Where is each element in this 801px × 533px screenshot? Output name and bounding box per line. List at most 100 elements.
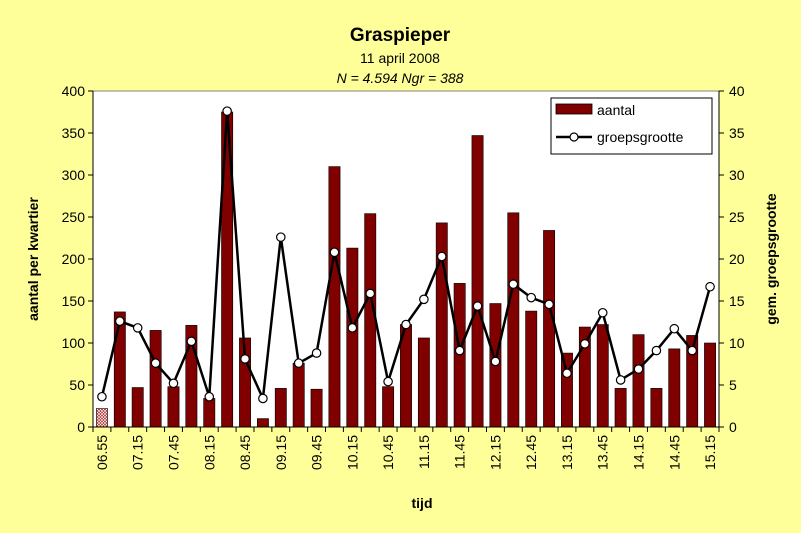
- point-07.45: [168, 378, 179, 389]
- point-08.30: [222, 106, 232, 116]
- point-13.30: [580, 339, 590, 349]
- bar-10.15: [346, 247, 359, 428]
- bar-14.15: [632, 334, 645, 428]
- point-09.30: [293, 358, 304, 368]
- legend: aantal groepsgrootte: [550, 97, 713, 155]
- y-tick-label: 0: [77, 419, 85, 435]
- bar-06.55: [96, 408, 108, 428]
- point-08.00: [186, 336, 197, 347]
- point-13.00: [544, 299, 554, 310]
- x-tick-label: 12.15: [487, 435, 503, 470]
- x-tick-label: 13.45: [595, 435, 611, 470]
- x-tick-label: 11.15: [416, 435, 432, 469]
- bar-09.15: [274, 388, 287, 428]
- legend-label-aantal: aantal: [597, 102, 635, 118]
- bar-07.30: [149, 330, 162, 428]
- point-15.15: [705, 281, 715, 292]
- point-10.30: [365, 288, 376, 299]
- bar-12.30: [507, 212, 520, 428]
- bar-10.45: [382, 386, 395, 428]
- bar-13.00: [543, 230, 556, 428]
- point-11.30: [436, 251, 447, 262]
- point-14.15: [633, 364, 644, 374]
- x-tick-label: 13.15: [559, 435, 575, 470]
- y-tick-label: 350: [62, 125, 86, 141]
- bar-10.30: [364, 213, 377, 428]
- point-08.15: [204, 391, 215, 402]
- y-tick-label: 150: [62, 293, 86, 309]
- x-tick-label: 09.45: [309, 435, 325, 470]
- x-tick-label: 07.15: [130, 435, 146, 470]
- point-10.15: [347, 323, 358, 333]
- legend-marker-groepsgrootte: [569, 132, 579, 142]
- x-tick-label: 12.45: [523, 435, 539, 470]
- y2-tick-label: 30: [729, 167, 745, 183]
- bar-09.30: [292, 362, 305, 428]
- point-11.00: [401, 319, 411, 330]
- x-tick-label: 07.45: [165, 435, 181, 470]
- x-tick-label: 10.45: [380, 435, 396, 470]
- x-tick-label: 06.55: [94, 435, 110, 470]
- bar-07.00: [113, 311, 126, 428]
- legend-swatch-aantal: [555, 103, 593, 115]
- point-11.15: [419, 294, 429, 305]
- chart-title: Graspieper: [350, 25, 451, 46]
- line-group: [97, 106, 715, 404]
- x-tick-label: 14.15: [631, 435, 647, 470]
- y2-tick-label: 0: [729, 419, 737, 435]
- bar-13.45: [596, 324, 609, 428]
- point-07.00: [115, 316, 125, 326]
- x-tick-label: 15.15: [702, 435, 718, 470]
- point-09.15: [275, 232, 286, 242]
- y-tick-label: 250: [62, 209, 86, 225]
- y-tick-label: 100: [62, 335, 86, 351]
- point-12.15: [490, 356, 501, 367]
- y2-tick-label: 15: [729, 293, 745, 309]
- point-08.45: [240, 354, 250, 364]
- chart-subtitle: 11 april 2008: [360, 50, 440, 66]
- point-10.00: [329, 247, 340, 258]
- bar-14.00: [614, 388, 627, 428]
- x-tick-label: 11.45: [452, 435, 468, 469]
- point-07.15: [132, 323, 143, 333]
- y-tick-label: 200: [62, 251, 86, 267]
- y-axis-label: aantal per kwartier: [25, 197, 41, 321]
- y2-tick-label: 25: [729, 209, 745, 225]
- bar-13.15: [561, 352, 573, 428]
- bar-07.15: [131, 387, 144, 428]
- point-13.15: [562, 368, 572, 379]
- legend-label-groepsgrootte: groepsgrootte: [597, 129, 684, 145]
- x-tick-label: 08.15: [201, 435, 217, 470]
- y-tick-label: 300: [62, 167, 86, 183]
- bar-10.00: [328, 166, 341, 428]
- bar-14.45: [668, 348, 681, 428]
- point-07.30: [150, 358, 161, 368]
- x-tick-label: 09.15: [273, 435, 289, 470]
- bar-11.15: [417, 337, 430, 428]
- point-12.30: [508, 279, 519, 289]
- x-tick-label: 14.45: [666, 435, 682, 470]
- point-11.45: [454, 345, 465, 356]
- y2-tick-label: 35: [729, 125, 745, 141]
- point-13.45: [597, 307, 608, 318]
- bar-14.30: [650, 388, 663, 428]
- y2-tick-label: 10: [729, 335, 745, 351]
- y-tick-label: 400: [62, 83, 86, 99]
- y2-tick-label: 20: [729, 251, 745, 267]
- point-14.45: [669, 323, 680, 334]
- y-tick-label: 50: [69, 377, 85, 393]
- point-14.30: [651, 345, 662, 356]
- point-10.45: [383, 376, 393, 387]
- bar-12.45: [525, 310, 538, 428]
- x-tick-label: 08.45: [237, 435, 253, 470]
- point-12.00: [472, 301, 483, 311]
- chart-subtitle-counts: N = 4.594 Ngr = 388: [337, 70, 464, 86]
- point-09.00: [258, 393, 268, 404]
- x-axis-label: tijd: [412, 495, 433, 511]
- point-14.00: [615, 375, 626, 385]
- bar-12.00: [471, 135, 484, 428]
- axes-group: 0 50 100 150 200 250 300 350 400 0 5 10 15 20 25 30 35 40…: [62, 83, 745, 470]
- point-06.55: [97, 391, 107, 402]
